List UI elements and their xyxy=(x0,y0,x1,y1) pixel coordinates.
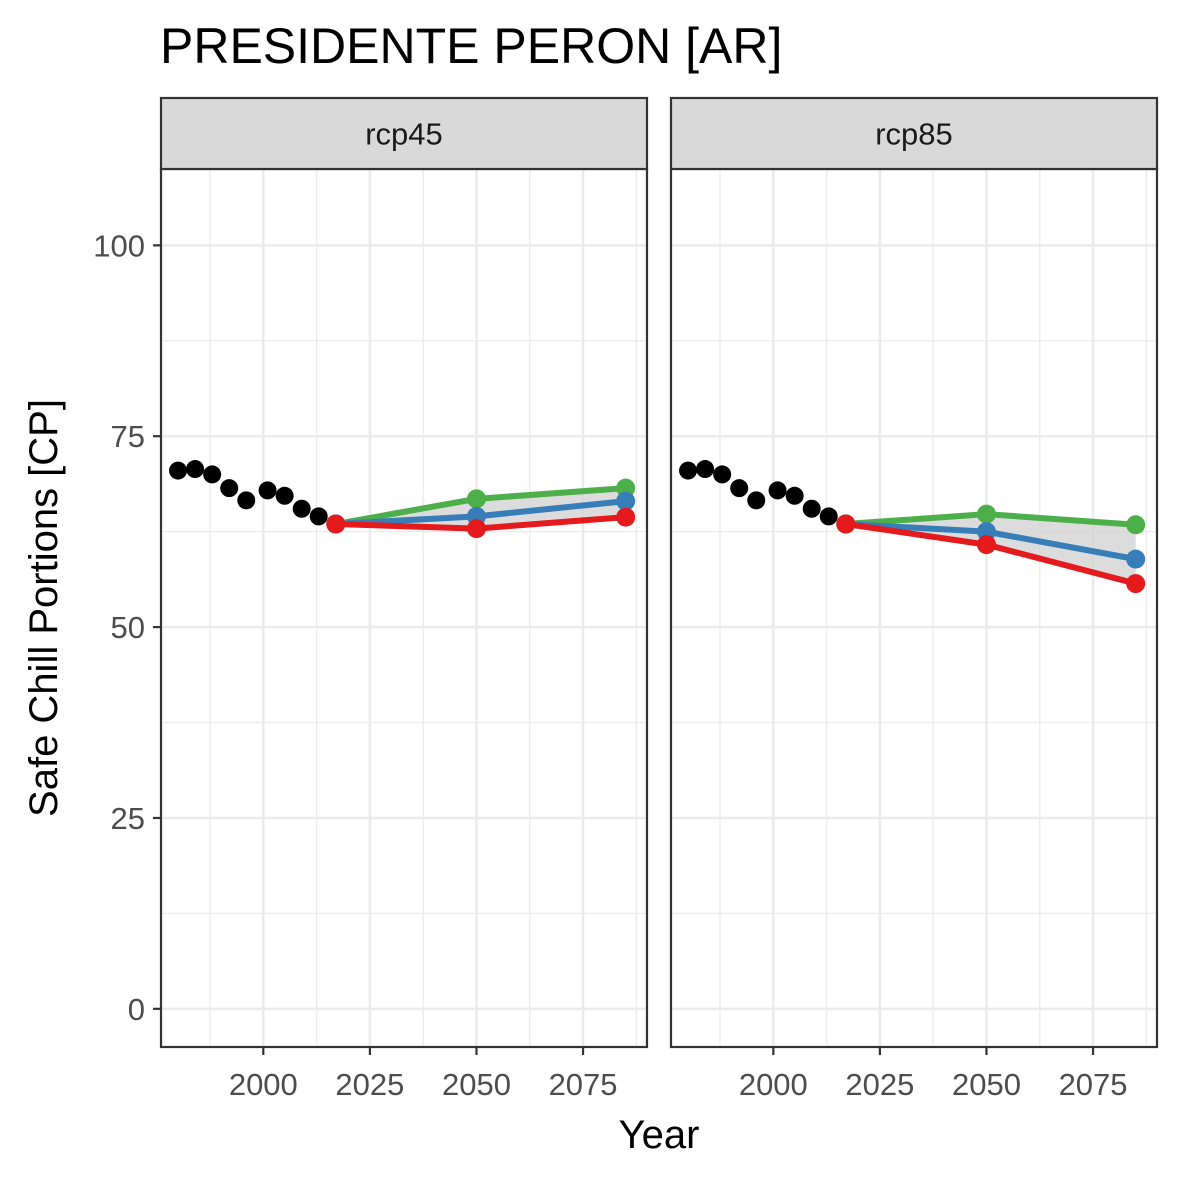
series-point-high xyxy=(616,478,636,498)
facet-strip xyxy=(159,96,649,171)
series-point-low xyxy=(976,535,996,555)
historic-point xyxy=(309,507,328,526)
series-point-low xyxy=(616,507,636,527)
series-point-low xyxy=(326,514,346,534)
historic-point xyxy=(203,465,222,484)
x-tick-label: 2000 xyxy=(739,1067,808,1102)
x-tick-label: 2025 xyxy=(335,1067,404,1102)
historic-point xyxy=(802,499,821,518)
series-point-low xyxy=(836,514,856,534)
facet-strip-label: rcp85 xyxy=(875,117,953,152)
x-tick-label: 2075 xyxy=(549,1067,618,1102)
series-point-mid xyxy=(616,491,636,511)
x-tick-label: 2075 xyxy=(1059,1067,1128,1102)
x-tick-label: 2025 xyxy=(845,1067,914,1102)
historic-point xyxy=(747,491,766,510)
series-point-low xyxy=(466,519,486,539)
historic-point xyxy=(730,479,749,498)
historic-point xyxy=(275,486,294,505)
series-point-high xyxy=(976,504,996,524)
y-tick-label: 75 xyxy=(111,419,145,454)
historic-point xyxy=(819,507,838,526)
y-axis: 0 25 50 75 100 xyxy=(93,228,161,1027)
x-tick-label: 2000 xyxy=(229,1067,298,1102)
historic-point xyxy=(186,460,205,479)
facet-strip-label: rcp45 xyxy=(365,117,443,152)
series-point-high xyxy=(466,489,486,509)
series-point-high xyxy=(1126,515,1146,535)
historic-point xyxy=(713,465,732,484)
facet-panel-rcp85: rcp85 2000 2025 2050 2075 xyxy=(669,96,1159,1102)
y-tick-label: 50 xyxy=(111,610,145,645)
scenario-ribbon xyxy=(845,514,1136,584)
facet-panel-rcp45: rcp45 2000 2025 2050 2075 xyxy=(159,96,649,1102)
x-tick-label: 2050 xyxy=(442,1067,511,1102)
facet-panels: rcp45 2000 2025 2050 2075 rcp85 2000 2025 2050 20… xyxy=(159,96,1159,1102)
historic-point xyxy=(237,491,256,510)
panel-background xyxy=(671,169,1157,1047)
series-point-mid xyxy=(1126,549,1146,569)
historic-point xyxy=(679,461,698,480)
x-tick-label: 2050 xyxy=(952,1067,1021,1102)
historic-point xyxy=(258,481,277,500)
y-tick-label: 0 xyxy=(128,992,145,1027)
historic-point xyxy=(785,486,804,505)
historic-point xyxy=(169,461,188,480)
historic-point xyxy=(768,481,787,500)
historic-point xyxy=(696,460,715,479)
y-axis-title: Safe Chill Portions [CP] xyxy=(22,399,66,817)
panel-background xyxy=(161,169,647,1047)
historic-point xyxy=(220,479,239,498)
x-axis-title: Year xyxy=(619,1113,700,1157)
y-tick-label: 100 xyxy=(93,228,145,263)
y-tick-label: 25 xyxy=(111,801,145,836)
series-point-low xyxy=(1126,574,1146,594)
facet-strip xyxy=(669,96,1159,171)
historic-point xyxy=(292,499,311,518)
series-point-mid xyxy=(976,522,996,542)
chart-title: PRESIDENTE PERON [AR] xyxy=(160,18,782,74)
